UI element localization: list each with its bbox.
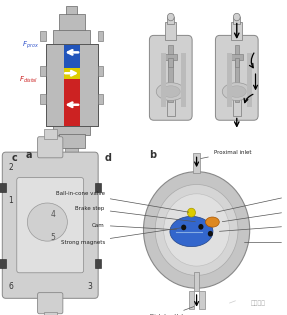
Polygon shape [170,216,213,247]
Text: Tantalum weight: Tantalum weight [222,206,287,222]
Ellipse shape [27,203,67,241]
Bar [230,54,243,60]
FancyBboxPatch shape [38,137,63,158]
Bar [40,32,46,41]
Bar [234,44,239,102]
Circle shape [198,224,203,230]
Bar [95,259,101,268]
Text: c: c [11,153,17,163]
Text: Strong magnets: Strong magnets [61,228,181,245]
Bar [64,79,80,126]
Bar [53,30,90,44]
Bar [64,68,80,79]
Circle shape [155,185,238,275]
Bar [232,98,241,116]
Bar [40,94,46,104]
Text: 5: 5 [51,233,55,242]
Text: $F_{prox}$: $F_{prox}$ [22,39,39,51]
Bar [0,259,6,268]
Bar [44,129,57,139]
Ellipse shape [227,86,246,97]
Ellipse shape [205,217,219,227]
Text: 4: 4 [51,210,55,219]
Bar [199,291,205,309]
Circle shape [233,13,240,21]
Bar [233,17,240,24]
Circle shape [164,194,230,266]
FancyBboxPatch shape [150,35,192,120]
FancyBboxPatch shape [38,293,63,314]
Bar [181,54,186,107]
Bar [168,44,173,102]
Bar [53,123,90,135]
Circle shape [181,225,186,230]
Bar [98,94,103,104]
Text: Ball-in-cone valve: Ball-in-cone valve [56,191,189,212]
Text: b: b [149,150,156,160]
Bar [46,44,98,126]
Bar [160,54,166,107]
Bar [59,14,85,32]
Text: 2: 2 [9,163,13,172]
Text: $F_{distal}$: $F_{distal}$ [20,75,39,85]
Text: 1: 1 [9,197,13,205]
Bar [40,66,46,76]
Text: Titanium housing: Titanium housing [245,240,287,245]
Bar [46,44,98,126]
Bar [167,17,174,24]
Text: Brake step: Brake step [75,206,195,222]
Bar [166,98,175,116]
Text: Distal outlet: Distal outlet [150,306,194,315]
Bar [234,58,239,67]
Bar [98,32,103,41]
Bar [189,291,194,309]
Bar [95,183,101,192]
Bar [231,22,243,40]
Bar [59,134,85,148]
Circle shape [167,13,174,21]
Bar [64,79,80,126]
Text: 3: 3 [87,282,92,291]
Ellipse shape [222,83,251,100]
Bar [64,44,80,68]
Text: Bow spring: Bow spring [220,223,287,231]
Ellipse shape [161,86,180,97]
Bar [46,44,64,126]
Text: Proximal inlet: Proximal inlet [201,150,251,158]
Bar [98,66,103,76]
Bar [44,312,57,315]
Bar [168,58,173,67]
FancyBboxPatch shape [2,152,98,298]
Circle shape [208,231,213,237]
Bar [66,6,77,16]
Text: a: a [26,150,32,160]
Bar [226,54,232,107]
Text: 6: 6 [9,282,13,291]
Bar [65,148,78,156]
Bar [164,54,177,60]
Circle shape [187,208,195,217]
Bar [165,22,177,40]
Bar [64,44,80,68]
Text: 青藤科技: 青藤科技 [251,300,266,306]
Bar [194,272,199,291]
FancyBboxPatch shape [17,178,84,273]
Bar [193,153,200,173]
Text: Cantilever: Cantilever [216,191,287,212]
FancyBboxPatch shape [216,35,258,120]
Circle shape [144,172,250,288]
Ellipse shape [156,83,185,100]
Text: d: d [105,153,112,163]
Bar [80,44,98,126]
Text: Cam: Cam [92,223,177,230]
Bar [0,183,6,192]
Bar [64,68,80,79]
Bar [247,54,252,107]
